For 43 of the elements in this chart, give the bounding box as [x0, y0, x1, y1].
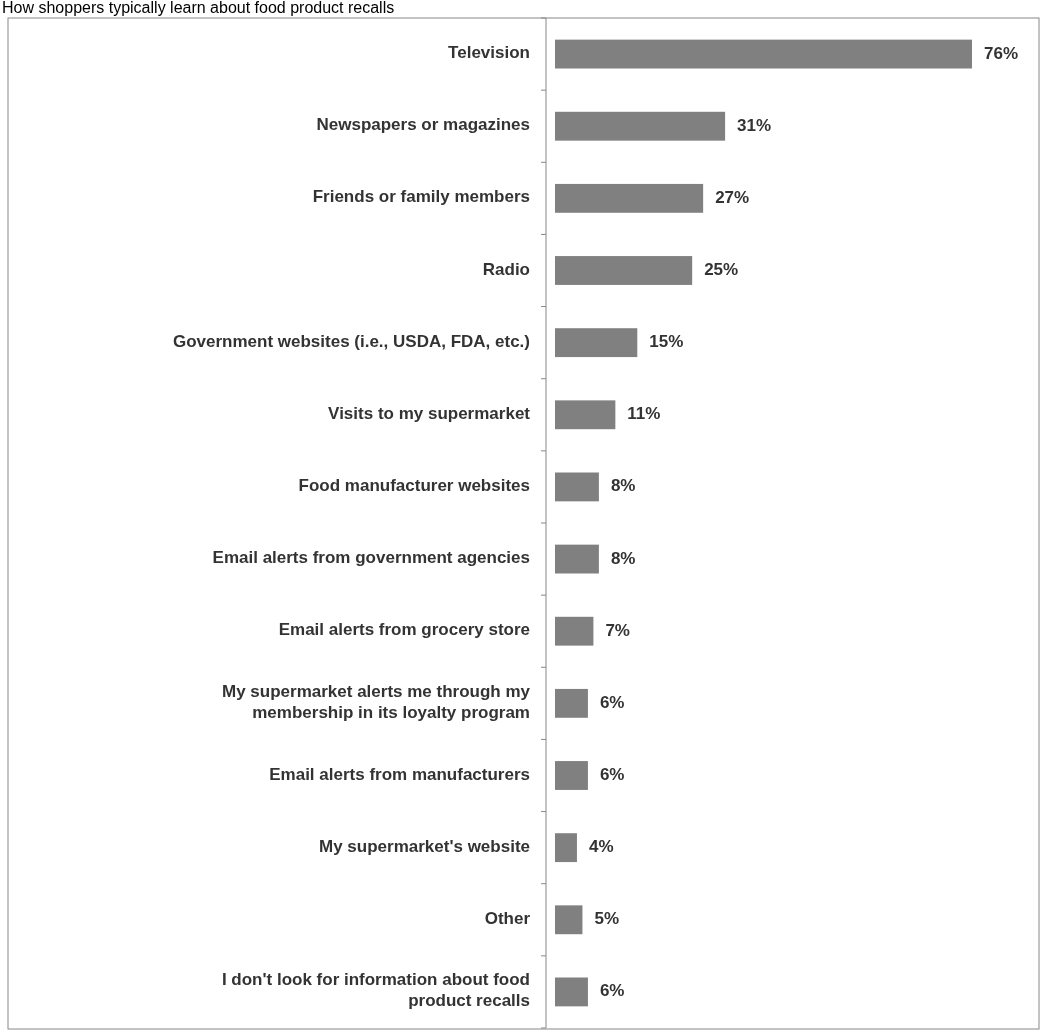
- data-label: 25%: [704, 259, 739, 279]
- bar: [555, 688, 588, 718]
- y-tick-label: Television: [448, 43, 530, 63]
- bar: [555, 328, 638, 358]
- data-label: 31%: [737, 115, 772, 135]
- y-tick-label: I don't look for information about food product recalls: [221, 970, 530, 1011]
- text: How shoppers typically learn about food product recalls: [2, 0, 395, 16]
- y-tick-label: Email alerts from manufacturers: [269, 764, 530, 784]
- y-tick-label: My supermarket alerts me through my membership in its loyalty program: [222, 682, 531, 723]
- y-tick-label: Newspapers or magazines: [316, 115, 530, 135]
- bar: [555, 616, 594, 646]
- data-label: 27%: [715, 187, 750, 207]
- y-tick-label: Radio: [482, 259, 530, 279]
- bar: [555, 761, 588, 790]
- y-tick-label: Food manufacturer websites: [298, 476, 530, 496]
- data-label: 6%: [599, 692, 625, 712]
- data-label: 15%: [649, 332, 684, 352]
- y-tick-label: Friends or family members: [312, 187, 530, 207]
- data-label: 5%: [594, 909, 620, 929]
- data-label: 6%: [599, 981, 625, 1001]
- y-tick-label: My supermarket's website: [319, 837, 530, 857]
- bar: [555, 39, 972, 69]
- bar: [555, 544, 599, 574]
- y-tick-label: Government websites (i.e., USDA, FDA, etc.): [172, 332, 530, 352]
- y-tick-label: Other: [484, 909, 531, 929]
- data-label: 6%: [599, 764, 625, 784]
- data-label: 8%: [610, 548, 636, 568]
- bar: [555, 905, 583, 935]
- data-label: 7%: [605, 620, 630, 640]
- bar: [555, 111, 726, 141]
- bar: [555, 256, 693, 285]
- y-tick-label: Email alerts from grocery store: [278, 620, 530, 640]
- bar: [555, 183, 704, 213]
- y-tick-label: Visits to my supermarket: [328, 404, 531, 424]
- bar: [555, 977, 588, 1007]
- data-label: 4%: [588, 837, 614, 857]
- bar: [555, 400, 616, 430]
- data-label: 76%: [984, 43, 1019, 63]
- data-label: 8%: [610, 476, 636, 496]
- bar: [555, 472, 599, 502]
- data-label: 11%: [627, 404, 661, 424]
- bar: [555, 833, 577, 863]
- y-tick-label: Email alerts from government agencies: [212, 548, 530, 568]
